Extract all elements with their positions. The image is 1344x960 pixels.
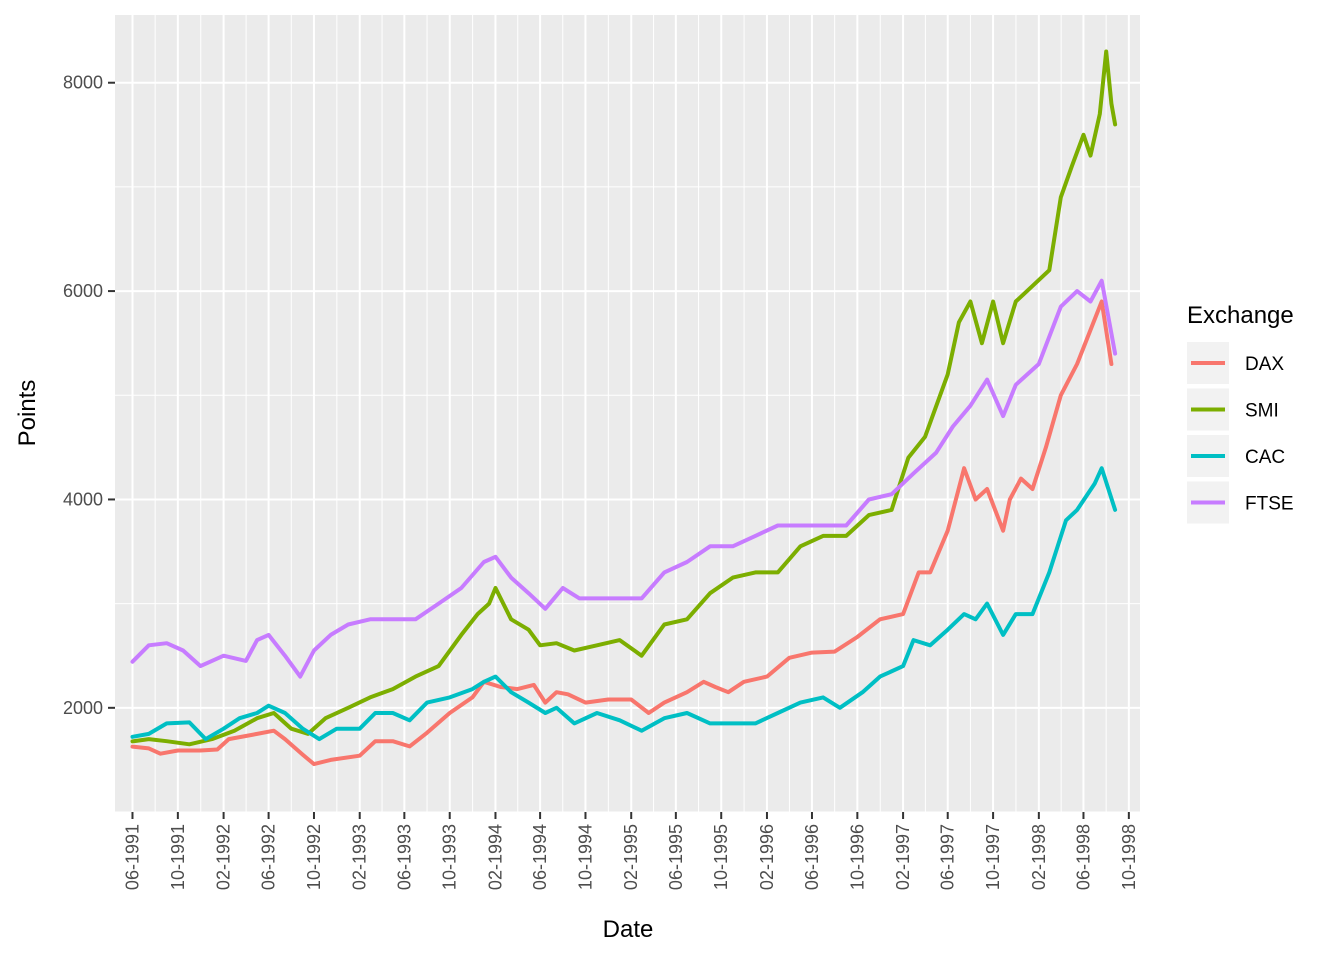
x-tick-label: 02-1993 — [350, 824, 370, 890]
x-tick-label: 06-1994 — [530, 824, 550, 890]
x-axis-title: Date — [603, 916, 654, 943]
y-axis-title: Points — [14, 380, 41, 447]
x-tick-label: 06-1992 — [259, 824, 279, 890]
legend-label-ftse: FTSE — [1245, 494, 1294, 515]
x-tick-label: 06-1991 — [122, 824, 142, 890]
x-tick-label: 10-1993 — [440, 824, 460, 890]
major-gridlines — [115, 15, 1140, 812]
y-tick-label: 2000 — [63, 698, 103, 718]
series-lines — [130, 49, 1118, 767]
x-tick-label: 06-1998 — [1073, 824, 1093, 890]
x-tick-label: 10-1998 — [1119, 824, 1139, 890]
series-line-smi — [130, 49, 1118, 747]
y-tick-label: 4000 — [63, 489, 103, 509]
legend-label-cac: CAC — [1245, 447, 1285, 468]
legend: Exchange DAX SMI CAC FTSE — [1187, 302, 1294, 524]
plot-panel — [115, 15, 1140, 812]
x-tick-label: 06-1996 — [802, 824, 822, 890]
x-tick-label: 02-1994 — [485, 824, 505, 890]
x-tick-label: 02-1998 — [1029, 824, 1049, 890]
x-tick-label: 10-1992 — [304, 824, 324, 890]
y-tick-label: 6000 — [63, 281, 103, 301]
minor-gridlines — [115, 15, 1140, 813]
x-tick-label: 10-1991 — [168, 824, 188, 890]
x-tick-label: 10-1994 — [575, 824, 595, 890]
x-tick-label: 06-1995 — [666, 824, 686, 890]
x-tick-label: 02-1996 — [757, 824, 777, 890]
x-tick-label: 10-1995 — [711, 824, 731, 890]
series-line-cac — [130, 466, 1118, 742]
x-tick-label: 06-1993 — [394, 824, 414, 890]
x-tick-label: 10-1996 — [847, 824, 867, 890]
x-tick-label: 02-1997 — [893, 824, 913, 890]
y-tick-label: 8000 — [63, 73, 103, 93]
series-line-ftse — [130, 278, 1118, 679]
x-tick-label: 02-1995 — [621, 824, 641, 890]
x-tick-label: 10-1997 — [983, 824, 1003, 890]
x-tick-label: 06-1997 — [938, 824, 958, 890]
y-axis: 2000 4000 6000 8000 — [63, 73, 115, 718]
series-line-dax — [130, 299, 1114, 767]
legend-title: Exchange — [1187, 302, 1294, 329]
legend-label-dax: DAX — [1245, 354, 1284, 375]
x-axis: 06-1991 10-1991 02-1992 06-1992 10-1992 02-19… — [122, 812, 1139, 890]
x-tick-label: 02-1992 — [214, 824, 234, 890]
legend-label-smi: SMI — [1245, 401, 1279, 422]
